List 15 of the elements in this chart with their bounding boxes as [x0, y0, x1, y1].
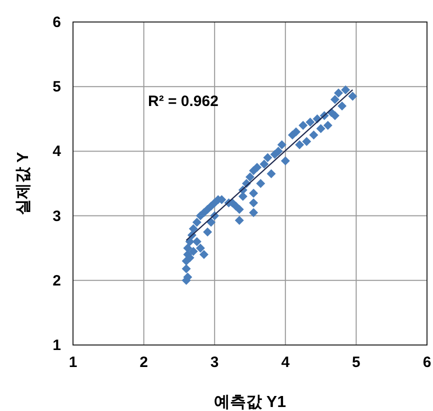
y-tick-label: 1 — [52, 337, 61, 354]
x-tick-label: 1 — [68, 354, 78, 371]
y-tick-label: 2 — [52, 272, 61, 290]
x-tick-label: 3 — [210, 354, 219, 371]
x-tick-label: 6 — [422, 354, 432, 371]
y-tick-label: 5 — [52, 78, 61, 96]
x-tick-label: 4 — [281, 354, 290, 371]
x-tick-label: 5 — [352, 354, 360, 371]
y-tick-label: 3 — [52, 208, 61, 225]
x-tick-label: 2 — [140, 354, 148, 371]
annotation: R² = 0.962 — [148, 93, 218, 110]
y-tick-label: 6 — [52, 14, 61, 31]
y-tick-label: 4 — [52, 143, 62, 160]
x-axis-title: 예측값 Y1 — [214, 394, 286, 411]
y-axis-title: 실제값 Y — [15, 152, 32, 216]
